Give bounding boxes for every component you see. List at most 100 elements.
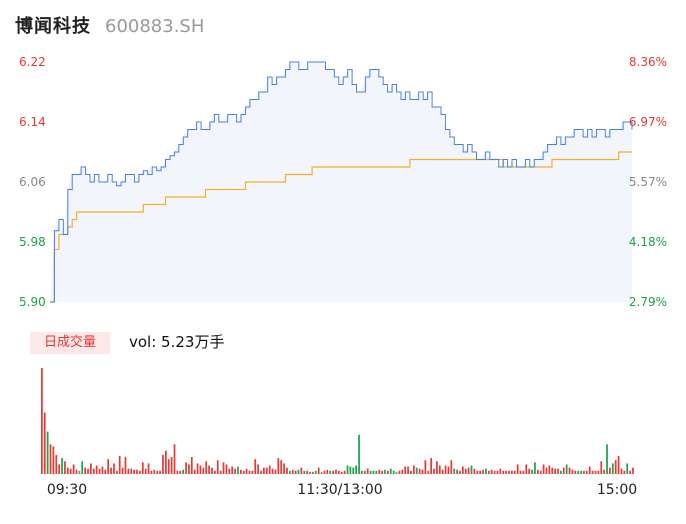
volume-bar [508, 470, 510, 474]
volume-bar [156, 470, 159, 474]
y-right-tick-label: 4.18% [629, 235, 667, 249]
volume-bar [447, 466, 450, 474]
volume-bar [438, 465, 441, 474]
volume-bar [441, 469, 444, 474]
volume-bar [84, 467, 86, 474]
volume-bar [401, 469, 404, 474]
y-right-tick-label: 5.57% [629, 175, 667, 189]
volume-bar [436, 461, 438, 474]
volume-bar [487, 470, 490, 474]
volume-bar [274, 469, 277, 474]
volume-bar [263, 467, 265, 474]
volume-bar [485, 468, 487, 474]
stock-code: 600883.SH [105, 16, 205, 37]
volume-bar [366, 468, 369, 474]
volume-bar [179, 470, 182, 474]
volume-bar [153, 469, 156, 474]
volume-bar [173, 444, 176, 474]
volume-bar [239, 469, 242, 474]
y-right-tick-label: 6.97% [629, 115, 667, 129]
volume-bar [139, 470, 141, 474]
volume-bar [297, 469, 300, 474]
x-tick-label: 15:00 [597, 482, 637, 498]
volume-bar [242, 470, 245, 474]
volume-bar [150, 470, 153, 474]
volume-bar [464, 468, 467, 474]
volume-bar [254, 459, 257, 474]
volume-bar [574, 470, 577, 474]
volume-bar [600, 461, 603, 474]
volume-bar [216, 460, 219, 474]
y-left-tick-label: 5.90 [19, 295, 46, 309]
volume-bar [90, 463, 92, 474]
volume-bar [248, 470, 251, 474]
volume-bar [557, 468, 559, 474]
volume-bar [430, 458, 432, 474]
volume-bar [110, 467, 112, 474]
volume-bar [456, 469, 458, 474]
volume-bar [496, 470, 499, 474]
volume-bar [343, 470, 346, 474]
volume-bar [41, 368, 43, 474]
volume-bar [545, 467, 548, 474]
volume-bar [314, 470, 317, 474]
volume-bar [476, 470, 479, 474]
volume-summary: vol: 5.23万手 [129, 333, 225, 351]
volume-bar [107, 459, 110, 474]
volume-tag: 日成交量 [30, 332, 110, 354]
price-area-fill [50, 62, 632, 302]
volume-bar [58, 464, 61, 474]
volume-bar [352, 467, 355, 474]
volume-bar [525, 464, 528, 474]
volume-bar [127, 468, 130, 474]
volume-bar [190, 457, 193, 474]
x-tick-label: 09:30 [47, 482, 87, 498]
volume-bar [309, 471, 311, 474]
volume-bar [124, 457, 127, 474]
volume-bar [66, 467, 69, 474]
volume-bar [519, 470, 522, 474]
volume-bar [208, 465, 210, 474]
volume-bar [288, 470, 291, 474]
volume-bar [387, 470, 389, 474]
volume-bar [583, 470, 585, 474]
volume-bar [551, 467, 554, 474]
volume-bar [170, 457, 173, 474]
volume-bar [332, 470, 334, 474]
volume-bar [237, 466, 239, 474]
volume-bar [52, 446, 55, 474]
volume-bar [381, 470, 383, 474]
volume-bar [64, 461, 66, 474]
volume-bar [490, 469, 493, 474]
volume-bar [234, 468, 236, 474]
volume-bar [355, 465, 358, 474]
volume-bar [614, 460, 617, 474]
volume-bar [121, 467, 124, 474]
volume-bar [118, 455, 121, 474]
volume-bar [539, 470, 542, 474]
volume-bar [92, 468, 95, 474]
volume-bar [444, 465, 447, 474]
volume-bar [502, 470, 505, 474]
volume-bar [340, 471, 343, 474]
volume-bar [260, 470, 262, 474]
volume-bar [421, 469, 424, 474]
volume-bar [597, 470, 600, 474]
volume-bar [378, 469, 381, 474]
volume-bar [617, 455, 620, 474]
volume-bar [623, 470, 626, 474]
volume-bar [361, 470, 363, 474]
volume-bar [271, 468, 274, 474]
volume-bar [453, 468, 456, 474]
volume-bar [72, 464, 75, 474]
volume-bar [104, 469, 107, 474]
volume-bar [323, 470, 326, 474]
volume-bar [404, 466, 407, 474]
volume-bar [375, 470, 378, 474]
volume-bar [531, 469, 533, 474]
volume-bar [329, 470, 332, 474]
volume-bar [522, 470, 525, 474]
volume-bar [182, 469, 185, 474]
volume-bar [603, 469, 606, 474]
volume-bar [349, 466, 352, 474]
